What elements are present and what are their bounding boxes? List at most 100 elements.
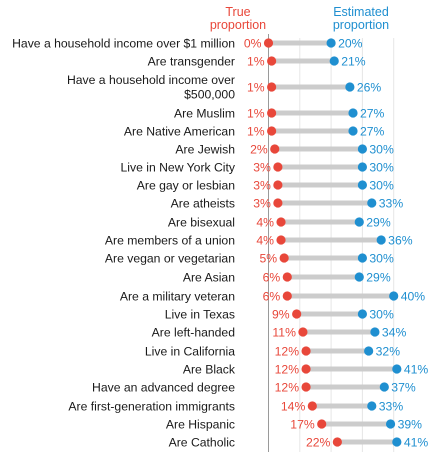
row: Are left-handed 11% 34% <box>152 325 407 339</box>
estimated-value-label: 37% <box>391 380 416 394</box>
rows: Have a household income over $1 million 0… <box>12 36 428 449</box>
row-label: Live in Texas <box>165 307 235 321</box>
row-label: $500,000 <box>184 88 235 102</box>
legend-est-line2: proportion <box>333 18 389 32</box>
true-value-label: 5% <box>260 251 278 265</box>
true-dot <box>292 309 302 319</box>
estimated-value-label: 29% <box>366 270 391 284</box>
estimated-value-label: 41% <box>404 435 429 449</box>
estimated-dot <box>354 272 364 282</box>
row: Are Black 12% 41% <box>183 362 429 376</box>
estimated-dot <box>357 144 367 154</box>
row: Have an advanced degree 12% 37% <box>92 380 416 394</box>
estimated-value-label: 27% <box>360 106 385 120</box>
estimated-dot <box>392 364 402 374</box>
row-label: Are Hispanic <box>166 417 235 431</box>
estimated-dot <box>376 235 386 245</box>
row: Have a household income over$500,000 1% 26… <box>67 73 381 102</box>
row-label: Are Jewish <box>175 142 235 156</box>
estimated-value-label: 30% <box>369 251 394 265</box>
estimated-value-label: 33% <box>379 399 404 413</box>
gridlines <box>268 34 395 452</box>
row-label: Are gay or lesbian <box>137 178 235 192</box>
estimated-value-label: 30% <box>369 307 394 321</box>
estimated-dot <box>354 217 364 227</box>
row: Are Asian 6% 29% <box>183 270 391 284</box>
true-dot <box>270 144 280 154</box>
row-label: Are a military veteran <box>120 289 235 303</box>
estimated-dot <box>357 309 367 319</box>
row-label: Live in California <box>145 344 235 358</box>
true-value-label: 4% <box>256 215 274 229</box>
row-label: Have a household income over $1 million <box>12 36 235 50</box>
row-label: Are Catholic <box>169 435 235 449</box>
estimated-value-label: 21% <box>341 54 366 68</box>
estimated-dot <box>367 198 377 208</box>
estimated-value-label: 30% <box>369 178 394 192</box>
true-dot <box>273 162 283 172</box>
true-value-label: 2% <box>250 142 268 156</box>
row-label: Are members of a union <box>105 233 235 247</box>
true-dot <box>276 235 286 245</box>
true-dot <box>332 437 342 447</box>
row: Are transgender 1% 21% <box>148 54 366 68</box>
true-value-label: 3% <box>253 160 271 174</box>
row: Are Hispanic 17% 39% <box>166 417 422 431</box>
true-value-label: 12% <box>275 380 300 394</box>
estimated-dot <box>385 419 396 429</box>
estimated-dot <box>392 437 402 447</box>
legend-est-line1: Estimated <box>333 5 389 19</box>
true-dot <box>273 198 283 208</box>
row: Are Native American 1% 27% <box>124 124 385 138</box>
true-value-label: 9% <box>272 307 290 321</box>
true-dot <box>276 217 286 227</box>
estimated-value-label: 20% <box>338 36 363 50</box>
row-label: Have an advanced degree <box>92 380 235 394</box>
true-value-label: 11% <box>272 325 296 339</box>
true-dot <box>301 382 311 392</box>
estimated-dot <box>370 327 380 337</box>
true-dot <box>267 82 277 92</box>
estimated-dot <box>348 126 358 136</box>
estimated-dot <box>348 108 358 118</box>
true-value-label: 17% <box>290 417 315 431</box>
row-label: Are atheists <box>171 196 235 210</box>
row: Live in California 12% 32% <box>145 344 400 358</box>
row: Are Jewish 2% 30% <box>175 142 394 156</box>
row-label: Are Asian <box>183 270 235 284</box>
true-dot <box>267 126 277 136</box>
estimated-value-label: 32% <box>376 344 401 358</box>
estimated-dot <box>357 162 367 172</box>
true-value-label: 6% <box>263 270 281 284</box>
estimated-dot <box>326 38 336 48</box>
row: Have a household income over $1 million 0… <box>12 36 363 50</box>
row-label: Are Native American <box>124 124 235 138</box>
true-dot <box>282 291 292 301</box>
true-dot <box>317 419 327 429</box>
row: Are members of a union 4% 36% <box>105 233 413 247</box>
estimated-value-label: 41% <box>404 362 429 376</box>
row: Live in Texas 9% 30% <box>165 307 394 321</box>
true-value-label: 1% <box>247 54 265 68</box>
true-value-label: 12% <box>275 344 300 358</box>
estimated-value-label: 39% <box>398 417 423 431</box>
true-value-label: 12% <box>275 362 300 376</box>
estimated-dot <box>357 253 367 263</box>
true-dot <box>301 346 311 356</box>
estimated-dot <box>345 82 355 92</box>
row-label: Are transgender <box>148 54 235 68</box>
row: Are Muslim 1% 27% <box>174 106 385 120</box>
true-dot <box>267 108 277 118</box>
true-value-label: 3% <box>253 196 271 210</box>
estimated-value-label: 40% <box>401 289 426 303</box>
estimated-dot <box>379 382 389 392</box>
estimated-value-label: 26% <box>357 80 382 94</box>
row-label: Are first-generation immigrants <box>68 399 235 413</box>
row-label: Have a household income over <box>67 73 235 87</box>
true-value-label: 4% <box>256 233 274 247</box>
estimated-value-label: 30% <box>369 142 394 156</box>
estimated-value-label: 30% <box>369 160 394 174</box>
true-dot <box>282 272 292 282</box>
row: Are atheists 3% 33% <box>171 196 404 210</box>
